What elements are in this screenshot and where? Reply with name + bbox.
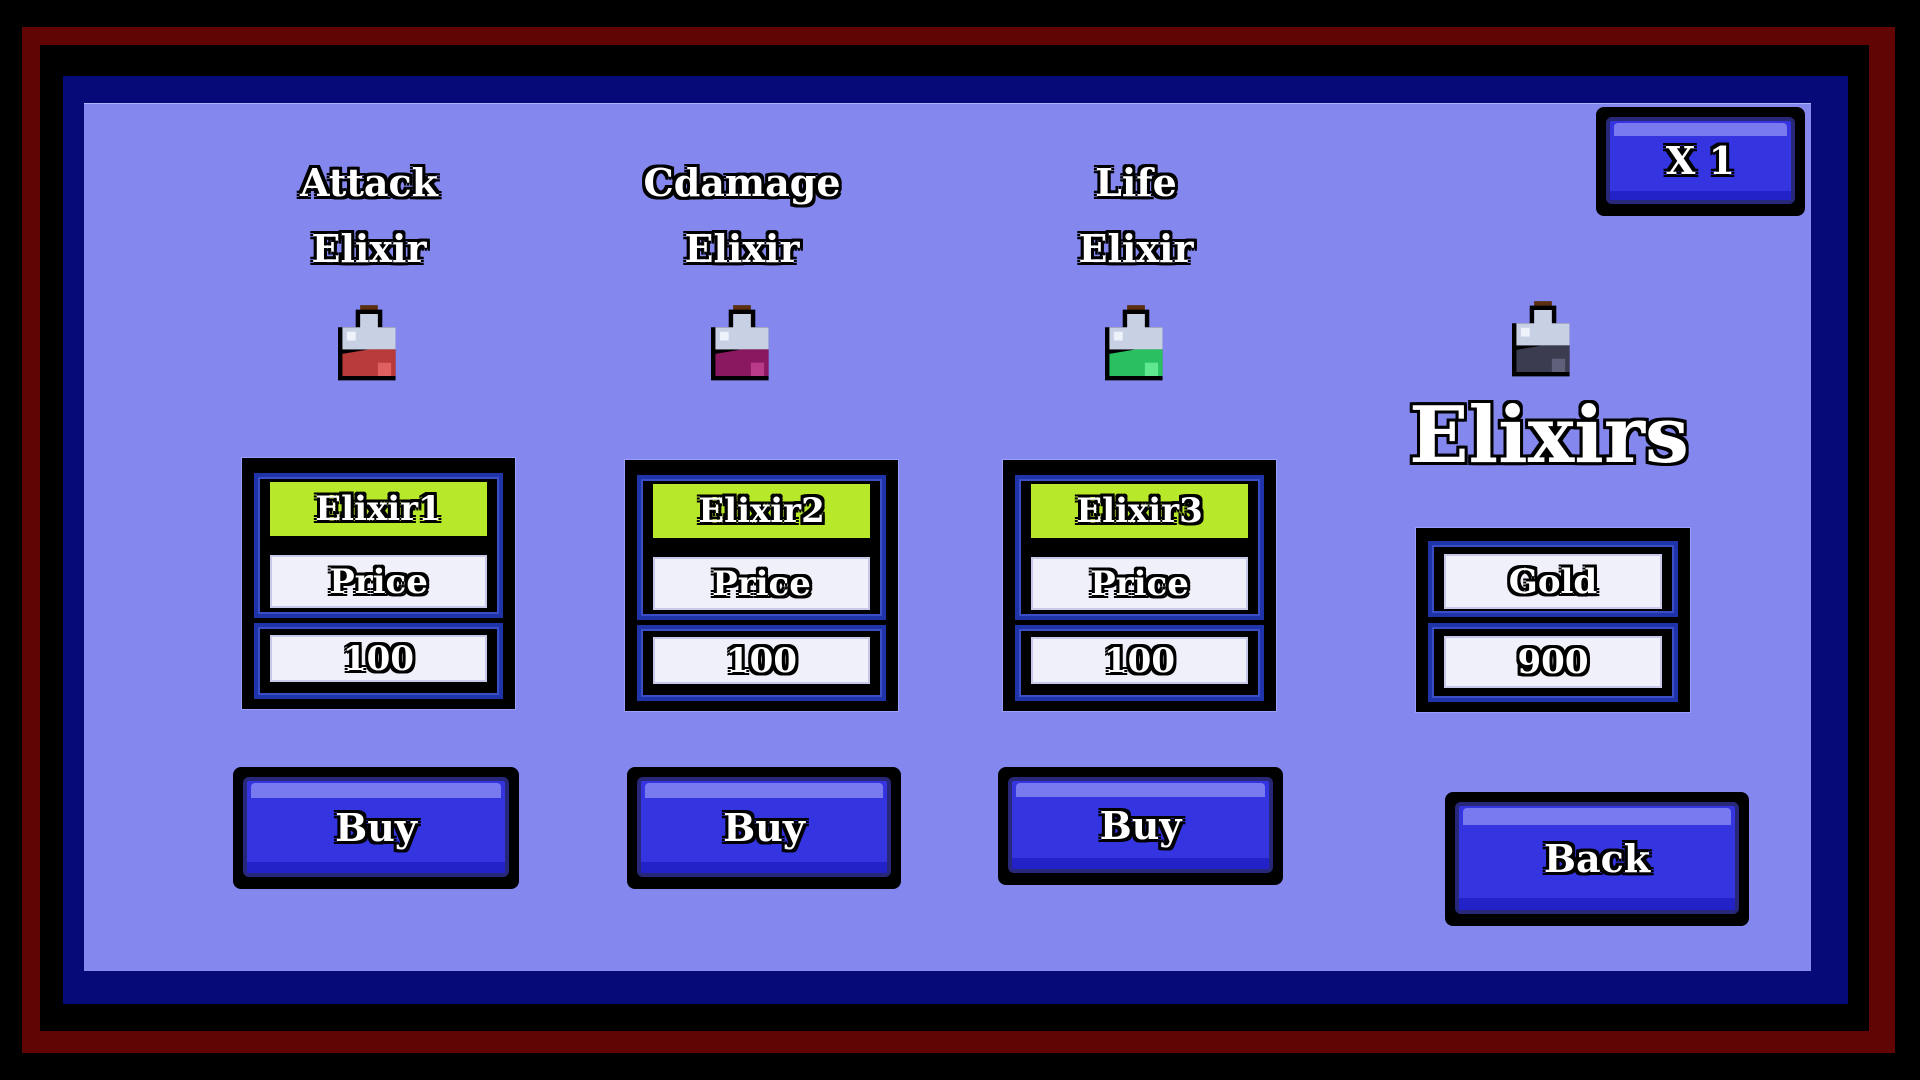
gold-card: Gold 900 (1415, 527, 1691, 713)
back-label: Back (1543, 835, 1651, 881)
dark-potion-icon (1512, 301, 1570, 377)
buy-button[interactable]: Buy (627, 767, 901, 889)
gold-label: Gold (1508, 561, 1598, 602)
price-label: Price (712, 563, 811, 604)
back-button[interactable]: Back (1445, 792, 1749, 926)
price-value: 100 (1104, 640, 1175, 681)
gold-value: 900 (1517, 642, 1589, 682)
price-label-field: Price (1031, 557, 1248, 610)
item-name: Elixir2 (698, 491, 825, 531)
buy-button[interactable]: Buy (998, 767, 1283, 885)
price-value-field: 100 (653, 637, 870, 684)
gold-label-field: Gold (1444, 554, 1662, 609)
price-label: Price (329, 561, 428, 602)
price-label: Price (1090, 563, 1189, 604)
multiplier-label: X 1 (1665, 138, 1736, 183)
green-potion-icon (1105, 305, 1163, 381)
buy-label: Buy (723, 804, 805, 850)
buy-label: Buy (1099, 802, 1182, 848)
buy-button[interactable]: Buy (233, 767, 519, 889)
item-title-line1: Life (1095, 160, 1177, 205)
page-title: Elixirs (1409, 390, 1689, 481)
item-title-line1: Attack (299, 160, 438, 205)
item-title-line1: Cdamage (643, 160, 841, 205)
price-label-field: Price (270, 555, 487, 608)
item-card: Elixir1 Price 100 (241, 457, 516, 710)
price-value: 100 (726, 640, 797, 681)
price-value: 100 (343, 638, 414, 679)
price-value-field: 100 (270, 635, 487, 682)
price-label-field: Price (653, 557, 870, 610)
item-card: Elixir3 Price 100 (1002, 459, 1277, 712)
item-name: Elixir3 (1076, 491, 1203, 531)
red-potion-icon (338, 305, 396, 381)
item-name-field: Elixir2 (653, 484, 870, 538)
item-name-field: Elixir3 (1031, 484, 1248, 538)
item-name: Elixir1 (315, 489, 442, 529)
buy-label: Buy (335, 804, 417, 850)
item-name-field: Elixir1 (270, 482, 487, 536)
item-title-line2: Elixir (684, 226, 800, 271)
item-card: Elixir2 Price 100 (624, 459, 899, 712)
price-value-field: 100 (1031, 637, 1248, 684)
quantity-multiplier-button[interactable]: X 1 (1596, 107, 1805, 216)
gold-value-field: 900 (1444, 636, 1662, 688)
purple-potion-icon (711, 305, 769, 381)
item-title-line2: Elixir (1078, 226, 1194, 271)
item-title-line2: Elixir (311, 226, 427, 271)
